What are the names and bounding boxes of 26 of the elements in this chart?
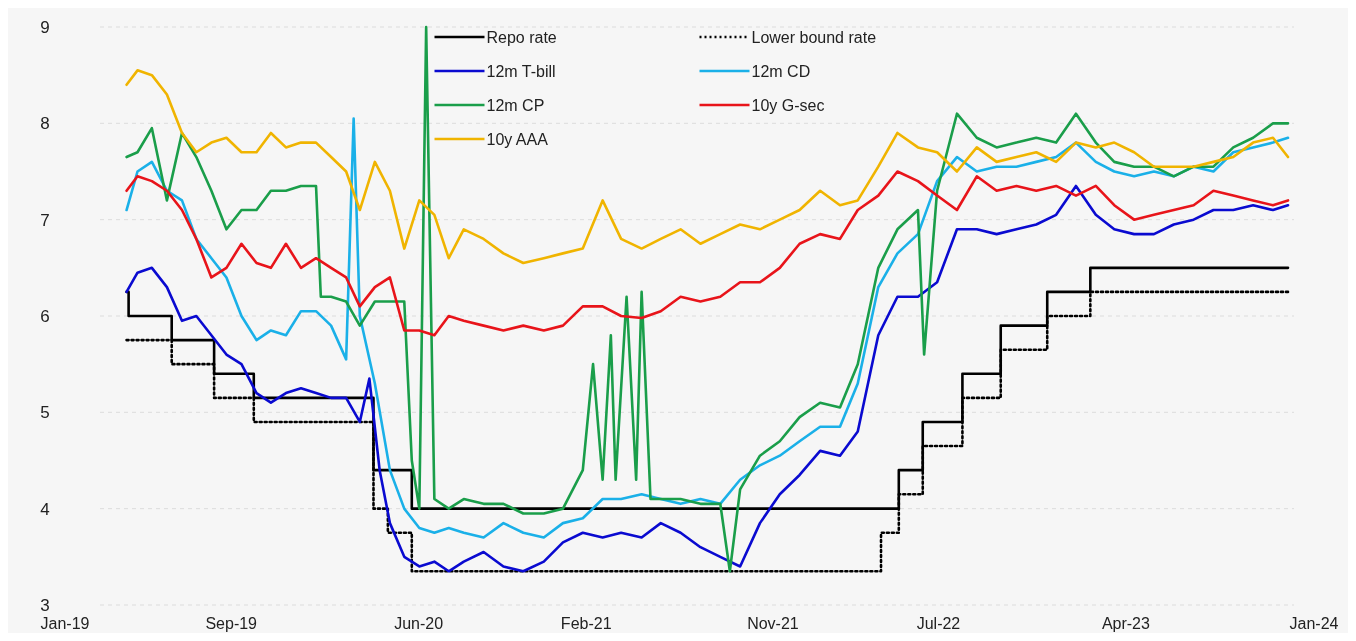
x-tick-label: Sep-19	[205, 615, 258, 632]
x-tick-label: Jul-22	[916, 615, 961, 632]
line-series	[125, 25, 1290, 573]
x-tick-label: Jun-20	[394, 615, 444, 632]
x-tick-label: Jan-24	[1289, 615, 1339, 632]
line-series	[125, 117, 1290, 539]
legend-label: 12m T-bill	[486, 62, 556, 80]
y-tick-label: 5	[40, 403, 50, 423]
line-series	[125, 184, 1290, 573]
legend-label: Lower bound rate	[751, 28, 877, 46]
x-tick-label: Jan-19	[40, 615, 90, 632]
legend-label: 12m CD	[751, 62, 811, 80]
y-tick-label: 8	[40, 114, 50, 134]
y-tick-label: 7	[40, 210, 50, 230]
y-tick-label: 6	[40, 306, 50, 326]
x-tick-label: Feb-21	[560, 615, 612, 632]
legend-label: 12m CP	[486, 96, 545, 114]
legend-label: 10y G-sec	[751, 96, 825, 114]
x-tick-label: Nov-21	[747, 615, 799, 632]
legend-label: Repo rate	[486, 28, 557, 46]
y-tick-label: 9	[40, 17, 50, 37]
x-tick-label: Apr-23	[1101, 615, 1151, 632]
legend-label: 10y AAA	[486, 130, 549, 148]
line-series	[125, 170, 1290, 337]
y-tick-label: 3	[40, 595, 50, 615]
y-tick-label: 4	[40, 499, 50, 519]
